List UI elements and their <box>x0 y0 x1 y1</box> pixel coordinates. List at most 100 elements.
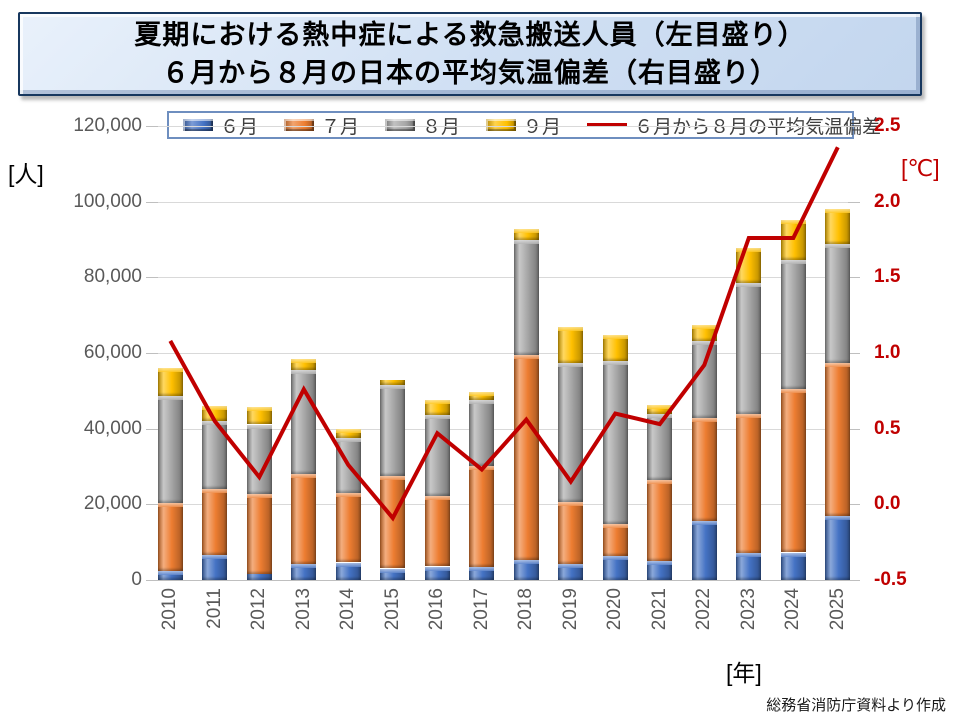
bar-2022-june <box>691 520 717 580</box>
bar-2019-august-bevel <box>558 363 584 368</box>
legend-label: ９月 <box>523 116 562 138</box>
right-axis-tick-mark <box>848 504 860 506</box>
bar-2023-september-bevel <box>736 247 762 252</box>
bar-2018-june <box>513 560 539 580</box>
bar-2014-september-bevel <box>335 428 361 433</box>
bar-2010-june <box>157 571 183 580</box>
bar-2018-june-bevel <box>513 560 539 565</box>
left-axis-tick-mark <box>146 201 158 203</box>
left-axis-tick-mark <box>146 428 158 430</box>
legend-label: ７月 <box>321 116 360 138</box>
bar-2015-september <box>380 379 406 386</box>
right-axis-tick-label: 0.0 <box>874 493 901 515</box>
right-axis-tick-mark <box>848 277 860 279</box>
legend-item-0: ６月 <box>183 112 258 139</box>
bar-2011-july <box>202 488 228 555</box>
x-label-text: 2010 <box>159 588 181 631</box>
bar-2017-august <box>469 400 495 466</box>
bar-2020-september <box>602 335 628 362</box>
chart-title-line1: 夏期における熱中症による救急搬送人員（左目盛り） <box>134 20 806 50</box>
bar-2021-august-bevel <box>647 413 673 418</box>
bar-2017-september <box>469 392 495 401</box>
bar-2025-september <box>825 208 851 244</box>
bar-2024-september <box>780 219 806 261</box>
bar-2025-june-bevel <box>825 515 851 520</box>
bar-2012-august <box>246 424 272 495</box>
bar-2019-june-bevel <box>558 564 584 569</box>
bar-2023-september <box>736 247 762 283</box>
bar-2015-june <box>380 568 406 580</box>
left-axis-tick-label: 60,000 <box>83 342 142 363</box>
x-label-text: 2023 <box>737 588 759 631</box>
bar-2015-june-bevel <box>380 568 406 573</box>
bar-2015-august-bevel <box>380 385 406 390</box>
bar-2025-july-bevel <box>825 363 851 368</box>
bar-2016-july-bevel <box>424 495 450 500</box>
bar-2025-august-bevel <box>825 243 851 248</box>
bar-2010-august <box>157 395 183 504</box>
legend-item-3: ９月 <box>486 112 561 139</box>
x-label-text: 2013 <box>292 588 314 631</box>
bar-2017-june-bevel <box>469 566 495 571</box>
bar-2010-august-bevel <box>157 395 183 400</box>
x-label-2017: 2017 <box>471 588 493 664</box>
legend-item-2: ８月 <box>385 112 460 139</box>
bar-2019-august <box>558 363 584 503</box>
bar-2010-july-bevel <box>157 503 183 508</box>
bar-2022-june-bevel <box>691 520 717 525</box>
bar-2025-june <box>825 515 851 580</box>
bar-2024-august-bevel <box>780 260 806 265</box>
x-label-text: 2020 <box>604 588 626 631</box>
left-axis-tick-label: 40,000 <box>83 417 142 439</box>
bar-2022-september-bevel <box>691 324 717 329</box>
right-axis-tick-label: 2.5 <box>874 115 901 136</box>
x-label-2011: 2011 <box>204 588 226 664</box>
bar-2021-august <box>647 413 673 481</box>
x-label-text: 2012 <box>248 588 270 631</box>
left-axis-tick-mark <box>146 580 158 581</box>
bar-2016-july <box>424 495 450 567</box>
bar-2013-august <box>291 369 317 475</box>
legend-label: ６月 <box>220 116 259 138</box>
bar-2014-august-bevel <box>335 437 361 442</box>
bar-2020-july <box>602 524 628 556</box>
x-label-2020: 2020 <box>604 588 626 664</box>
right-axis-tick-mark <box>848 201 860 203</box>
bar-2020-august-bevel <box>602 361 628 366</box>
legend: ６月 ７月 ８月 ９月 ６月から８月の平均気温偏差 <box>167 111 881 139</box>
bar-2018-august-bevel <box>513 239 539 244</box>
bar-2017-june <box>469 566 495 580</box>
bar-2017-july-bevel <box>469 465 495 470</box>
bar-2023-july-bevel <box>736 414 762 419</box>
x-label-text: 2014 <box>337 588 359 631</box>
right-axis-unit-label: [℃] <box>901 155 940 181</box>
left-axis-tick-mark <box>146 353 158 354</box>
bar-2022-august <box>691 341 717 418</box>
bar-2022-july-bevel <box>691 417 717 422</box>
bar-2014-june-bevel <box>335 562 361 567</box>
x-label-2021: 2021 <box>649 588 671 664</box>
bar-2018-august <box>513 239 539 355</box>
right-axis-tick-label: 1.5 <box>874 266 901 288</box>
bar-2013-july <box>291 474 317 564</box>
bar-2021-july-bevel <box>647 480 673 485</box>
bar-2014-september <box>335 428 361 438</box>
bar-2024-june-bevel <box>780 552 806 557</box>
bar-2023-june-bevel <box>736 552 762 557</box>
left-axis-tick-label: 80,000 <box>83 266 142 288</box>
bar-2016-june-bevel <box>424 566 450 571</box>
x-label-2025: 2025 <box>827 588 849 664</box>
bar-2020-june-bevel <box>602 556 628 560</box>
left-axis-tick-label: 120,000 <box>73 115 142 136</box>
x-label-text: 2022 <box>693 588 715 631</box>
bar-2019-september <box>558 327 584 364</box>
right-axis-tick-label: 1.0 <box>874 342 901 363</box>
left-axis-tick-label: 0 <box>131 569 142 590</box>
legend-label: ６月から８月の平均気温偏差 <box>634 116 882 138</box>
left-axis-tick-mark <box>146 504 158 506</box>
x-label-text: 2021 <box>648 588 670 631</box>
chart-title: 夏期における熱中症による救急搬送人員（左目盛り） ６月から８月の日本の平均気温偏… <box>18 12 922 96</box>
legend-swatch-1 <box>284 119 315 131</box>
bar-2022-july <box>691 417 717 521</box>
bar-2018-september-bevel <box>513 229 539 234</box>
